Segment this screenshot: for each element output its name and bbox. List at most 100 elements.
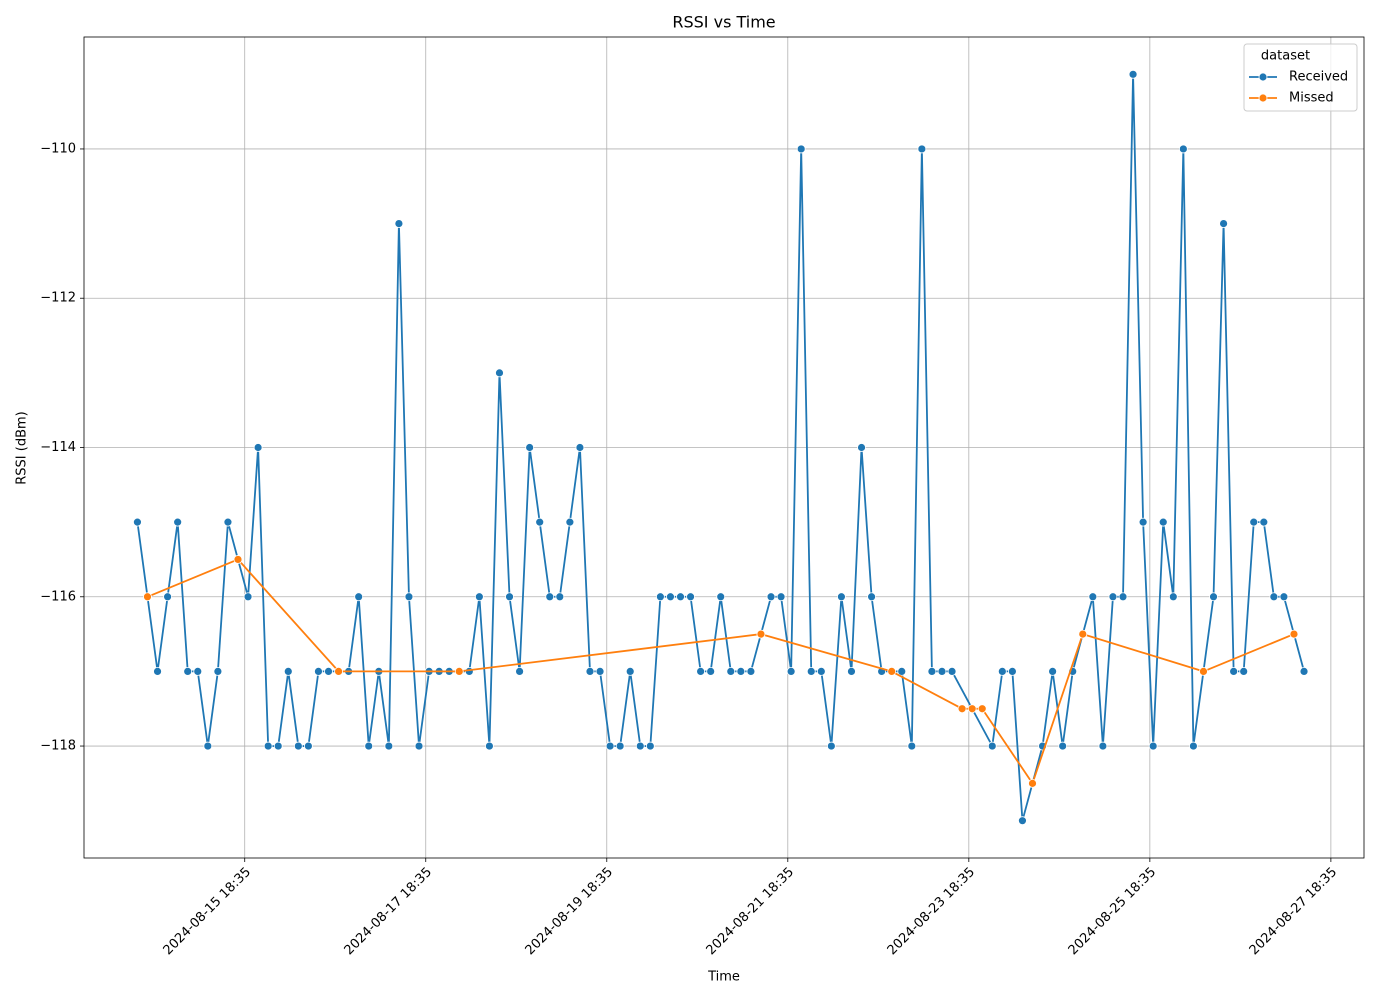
data-point [947, 667, 957, 676]
data-point [515, 667, 524, 676]
data-point [173, 517, 183, 527]
legend-marker [1258, 72, 1268, 82]
y-tick-label: −110 [40, 141, 76, 156]
data-point [615, 741, 625, 751]
chart-title: RSSI vs Time [672, 13, 775, 32]
data-point [1189, 741, 1198, 751]
data-point [535, 517, 545, 527]
data-point [394, 219, 404, 228]
y-axis-label: RSSI (dBm) [15, 411, 30, 484]
data-point [243, 592, 253, 602]
data-point [655, 592, 665, 602]
data-point [1098, 741, 1108, 751]
data-point [716, 592, 726, 602]
data-point [887, 667, 897, 676]
data-point [1007, 667, 1017, 676]
data-point [857, 443, 866, 452]
data-point [867, 592, 876, 602]
y-tick-label: −116 [40, 589, 76, 604]
data-point [776, 592, 786, 602]
legend: dataset Received Missed [1243, 43, 1358, 112]
data-point [153, 667, 162, 676]
legend-label: Received [1289, 70, 1348, 85]
data-point [314, 667, 323, 676]
data-point [1078, 629, 1088, 639]
data-point [977, 704, 987, 714]
data-point [726, 667, 736, 676]
data-point [454, 667, 464, 676]
data-point [303, 741, 313, 751]
data-point [937, 667, 947, 676]
data-point [143, 592, 152, 602]
data-point [917, 144, 927, 154]
data-point [1289, 629, 1299, 639]
data-point [696, 667, 706, 676]
data-point [485, 741, 494, 751]
data-point [666, 592, 675, 602]
data-point [1178, 144, 1188, 154]
data-point [384, 741, 394, 751]
data-point [686, 592, 695, 602]
data-point [193, 667, 203, 676]
data-point [746, 667, 756, 676]
data-point [957, 704, 967, 714]
data-point [545, 592, 555, 602]
data-point [495, 368, 504, 378]
data-point [987, 741, 997, 751]
legend-marker [1258, 93, 1268, 103]
data-point [1168, 592, 1178, 602]
data-point [806, 667, 816, 676]
data-point [635, 741, 645, 751]
data-point [1128, 69, 1138, 79]
data-point [233, 555, 243, 564]
data-point [1148, 741, 1158, 751]
data-point [414, 741, 424, 751]
x-axis-label: Time [707, 970, 740, 985]
data-point [826, 741, 836, 751]
data-point [796, 144, 806, 154]
data-point [1239, 667, 1249, 676]
data-point [967, 704, 977, 714]
data-point [273, 741, 283, 751]
data-point [1118, 592, 1128, 602]
data-point [1199, 667, 1208, 676]
data-point [253, 443, 263, 452]
data-point [1138, 517, 1148, 527]
data-point [555, 592, 565, 602]
data-point [263, 741, 273, 751]
data-point [1299, 667, 1309, 676]
legend-label: Missed [1289, 91, 1334, 106]
legend-title: dataset [1261, 49, 1310, 64]
data-point [625, 667, 635, 676]
data-point [364, 741, 374, 751]
data-point [1279, 592, 1289, 602]
data-point [283, 667, 293, 676]
data-point [645, 741, 655, 751]
data-point [1018, 816, 1027, 826]
data-point [404, 592, 414, 602]
data-point [183, 667, 193, 676]
data-point [585, 667, 595, 676]
data-point [1108, 592, 1118, 602]
data-point [1048, 667, 1058, 676]
data-point [1209, 592, 1218, 602]
data-point [1219, 219, 1228, 228]
data-point [706, 667, 716, 676]
data-point [505, 592, 514, 602]
data-point [756, 629, 766, 639]
data-point [595, 667, 605, 676]
data-point [203, 741, 213, 751]
data-point [565, 517, 575, 527]
data-point [525, 443, 535, 452]
data-point [1058, 741, 1068, 751]
y-tick-label: −114 [40, 440, 76, 455]
data-point [997, 667, 1007, 676]
data-point [1028, 778, 1037, 788]
data-point [1088, 592, 1098, 602]
data-point [324, 667, 333, 676]
data-point [907, 741, 917, 751]
data-point [1249, 517, 1259, 527]
y-tick-label: −112 [40, 291, 76, 306]
